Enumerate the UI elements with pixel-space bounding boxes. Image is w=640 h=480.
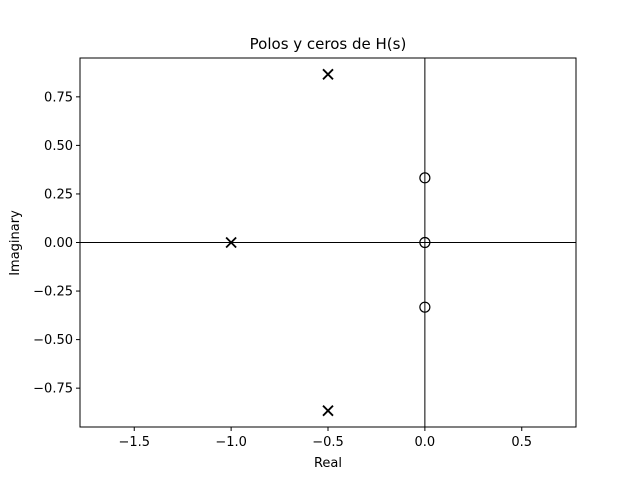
x-tick-label: −1.5 bbox=[118, 435, 150, 450]
x-tick-label: −1.0 bbox=[215, 435, 247, 450]
pole-marker bbox=[322, 68, 334, 80]
plot-markers bbox=[225, 68, 431, 417]
x-axis-ticks: −1.5 −1.0 −0.5 0.0 0.5 bbox=[118, 427, 532, 450]
zero-marker bbox=[419, 236, 431, 249]
x-tick-label: 0.0 bbox=[415, 435, 436, 450]
y-axis-label: Imaginary bbox=[8, 210, 23, 276]
x-axis-label: Real bbox=[314, 456, 342, 471]
y-tick-label: −0.75 bbox=[33, 382, 73, 397]
y-tick-label: 0.25 bbox=[44, 187, 73, 202]
chart-title: Polos y ceros de H(s) bbox=[250, 35, 407, 53]
pole-marker-stroke bbox=[225, 236, 237, 249]
pole-marker-stroke bbox=[322, 405, 334, 417]
y-tick-label: 0.50 bbox=[44, 139, 73, 154]
y-tick-label: 0.00 bbox=[44, 236, 73, 251]
pole-marker bbox=[322, 405, 334, 417]
y-tick-label: 0.75 bbox=[44, 90, 73, 105]
pole-marker bbox=[225, 236, 237, 249]
zero-marker bbox=[419, 172, 431, 184]
zero-marker bbox=[419, 301, 431, 313]
pole-marker-stroke bbox=[322, 68, 334, 80]
y-tick-label: −0.50 bbox=[33, 333, 73, 348]
reference-lines bbox=[80, 58, 576, 427]
y-tick-label: −0.25 bbox=[33, 285, 73, 300]
x-tick-label: 0.5 bbox=[511, 435, 532, 450]
x-tick-label: −0.5 bbox=[312, 435, 344, 450]
y-axis-ticks: 0.75 0.50 0.25 0.00 −0.25 −0.50 −0.75 bbox=[33, 90, 80, 397]
